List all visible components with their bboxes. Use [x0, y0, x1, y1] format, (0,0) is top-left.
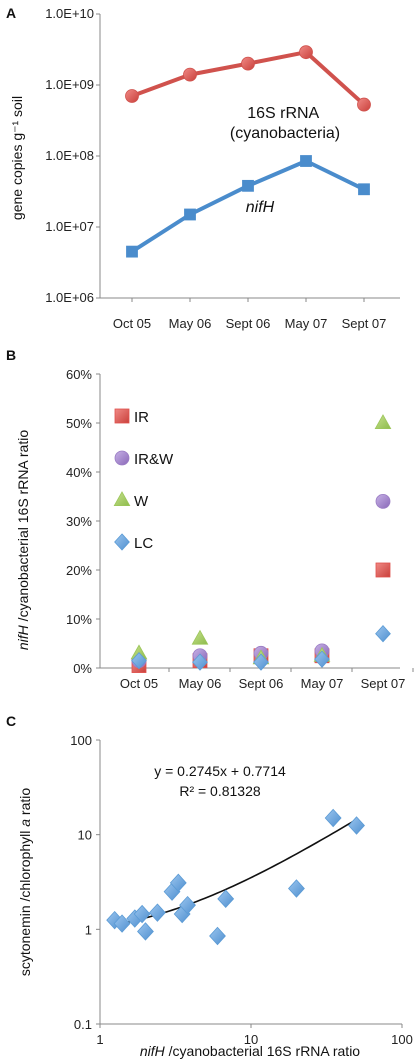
panel-a-series-1-point: [184, 208, 196, 221]
panel-a-series-1-point: [126, 245, 138, 258]
panel-b-y-tick-label: 10%: [66, 612, 92, 627]
panel-c-point: [133, 904, 151, 924]
panel-c-point: [169, 873, 187, 893]
panel-a-series-1-point: [300, 155, 312, 167]
panel-b-y-axis-label-nifh: nifH: [15, 624, 31, 650]
panel-c-y-axis-label: scytonemin /chlorophyll a ratio: [17, 788, 33, 977]
panel-c-point: [209, 926, 226, 946]
panel-c-point: [288, 879, 305, 898]
panel-a-x-tick-label: May 07: [285, 316, 328, 331]
series-nifh-label: nifH: [246, 199, 275, 216]
trendline-r-squared: R² = 0.81328: [179, 783, 261, 799]
panel-b-legend-marker-1: [114, 450, 130, 466]
panel-a-y-tick-label: 1.0E+07: [45, 219, 94, 234]
panel-b-y-tick-label: 50%: [66, 416, 92, 431]
panel-a-x-tick-label: Oct 05: [113, 316, 151, 331]
panel-b-point-lc: [131, 652, 147, 670]
panel-c-point: [217, 889, 235, 909]
panel-a-label: A: [6, 5, 16, 21]
panel-c-x-axis-label-rest: /cyanobacterial 16S rRNA ratio: [165, 1043, 361, 1059]
panel-b-legend-marker-3: [114, 533, 130, 551]
panel-a-y-axis-label-text: gene copies g⁻¹ soil: [9, 96, 25, 220]
panel-b-x-tick-label: May 07: [301, 676, 344, 691]
panel-a-x-tick-label: May 06: [169, 316, 212, 331]
panel-c-point: [324, 808, 342, 828]
panel-c-point: [348, 816, 365, 835]
panel-a-series-0-point: [299, 45, 313, 60]
panel-a-y-tick-label: 1.0E+09: [45, 77, 94, 92]
panel-b-point-lc: [375, 625, 391, 643]
panel-c-x-tick-label: 100: [391, 1032, 413, 1047]
panel-b-legend-label: LC: [134, 535, 153, 552]
panel-c-point: [137, 922, 154, 941]
panel-a: 1.0E+06 1.0E+07 1.0E+08 1.0E+09 1.0E+10 Oct …: [9, 6, 400, 331]
series-16s-label-line1: 16S rRNA: [247, 105, 319, 122]
panel-a-y-tick-label: 1.0E+06: [45, 290, 94, 305]
panel-b-point-lc: [314, 650, 330, 668]
panel-c-y-tick-label: 10: [78, 828, 92, 843]
panel-c-x-axis-label-nifh: nifH: [140, 1043, 166, 1059]
panel-b-y-tick-label: 40%: [66, 465, 92, 480]
panel-c-point: [113, 914, 131, 933]
panel-b-y-axis-label-rest: /cyanobacterial 16S rRNA ratio: [15, 430, 31, 626]
panel-b-point-lc: [192, 653, 208, 671]
panel-c: 0.1 1 10 100 1 10 100 scytonemin /chlorophyll…: [17, 733, 413, 1059]
panel-a-series-0-point: [125, 89, 139, 103]
panel-b-x-tick-label: Sept 06: [239, 676, 284, 691]
panel-b-y-tick-label: 30%: [66, 514, 92, 529]
panel-a-y-tick-label: 1.0E+08: [45, 148, 94, 163]
panel-c-y-axis-label-italic: a: [17, 819, 33, 827]
panel-c-point: [179, 895, 196, 915]
panel-b-point-ir: [375, 562, 391, 578]
panel-b-point-w: [191, 629, 209, 645]
panel-a-y-axis-label: gene copies g⁻¹ soil: [9, 96, 25, 220]
panel-b-y-axis-label: nifH /cyanobacterial 16S rRNA ratio: [15, 430, 31, 650]
panel-b-x-tick-label: Oct 05: [120, 676, 158, 691]
panel-a-series-0-point: [241, 56, 255, 71]
trendline-equation: y = 0.2745x + 0.7714: [154, 763, 286, 779]
panel-a-series-0-point: [183, 67, 197, 82]
panel-c-x-axis-label: nifH /cyanobacterial 16S rRNA ratio: [140, 1043, 360, 1059]
panel-b-legend-label: W: [134, 493, 149, 510]
panel-c-point: [148, 903, 166, 922]
panel-c-y-tick-label: 0.1: [74, 1017, 92, 1032]
panel-c-x-tick-label: 1: [96, 1032, 103, 1047]
panel-b-legend-marker-0: [114, 408, 130, 424]
panel-a-x-tick-label: Sept 06: [226, 316, 271, 331]
panel-b-label: B: [6, 347, 16, 363]
panel-b-y-tick-label: 0%: [73, 661, 92, 676]
panel-a-y-tick-label: 1.0E+10: [45, 6, 94, 21]
panel-b-x-tick-label: Sept 07: [361, 676, 406, 691]
panel-c-x-tick-label: 10: [244, 1032, 258, 1047]
panel-b-x-tick-label: May 06: [179, 676, 222, 691]
panel-b-legend-marker-2: [113, 491, 131, 507]
panel-c-y-axis-label-part1: scytonemin /chlorophyll: [17, 827, 33, 976]
panel-b-y-tick-label: 60%: [66, 367, 92, 382]
series-16s-label: 16S rRNA (cyanobacteria): [230, 105, 340, 142]
panel-b-point-irw: [375, 493, 391, 509]
panel-b-point-w: [374, 414, 392, 430]
panel-a-series-0-point: [357, 97, 371, 112]
panel-c-y-axis-label-part3: ratio: [17, 788, 33, 819]
series-16s-label-line2: (cyanobacteria): [230, 125, 340, 142]
panel-b: 0% 10% 20% 30% 40% 50% 60% Oct 05 May 06 Sept 06…: [15, 367, 414, 691]
panel-b-legend-label: IR: [134, 409, 149, 426]
panel-c-y-tick-label: 100: [70, 733, 92, 748]
panel-a-series-1-point: [358, 183, 370, 196]
panel-c-y-tick-label: 1: [85, 922, 92, 937]
panel-a-x-tick-label: Sept 07: [342, 316, 387, 331]
panel-b-point-lc: [253, 653, 269, 671]
panel-b-legend-label: IR&W: [134, 451, 174, 468]
panel-a-series-1-point: [242, 179, 254, 192]
panel-c-label: C: [6, 713, 16, 729]
panel-b-y-tick-label: 20%: [66, 563, 92, 578]
